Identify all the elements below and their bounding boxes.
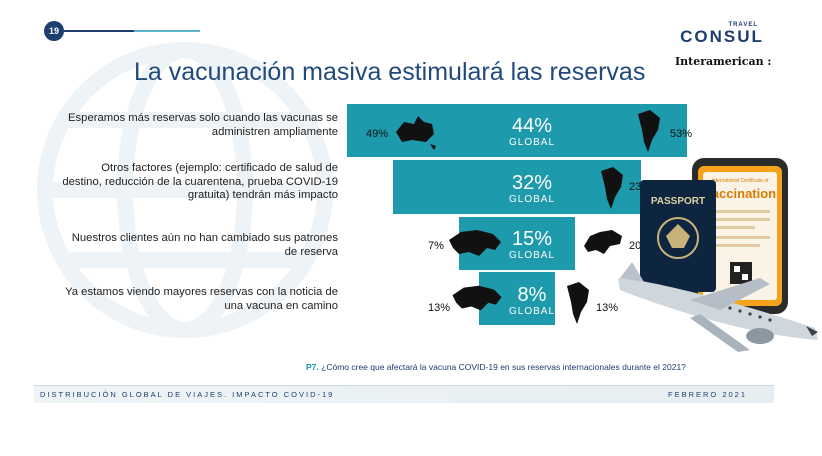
europe-icon xyxy=(584,230,622,254)
question-text: ¿Cómo cree que afectará la vacuna COVID-… xyxy=(321,362,686,372)
asia-icon xyxy=(449,230,501,256)
survey-question: P7. ¿Cómo cree que afectará la vacuna CO… xyxy=(306,362,686,372)
value-text: 15% xyxy=(511,228,553,250)
south-america-icon xyxy=(567,282,589,324)
value-text: 8% xyxy=(517,284,547,306)
global-text: GLOBAL xyxy=(508,306,556,317)
value-label-3: 15% GLOBAL xyxy=(487,228,577,261)
value-label-1: 44% GLOBAL xyxy=(487,115,577,148)
global-text: GLOBAL xyxy=(508,194,556,205)
travel-illustration: International Certificate of Vaccination… xyxy=(618,158,818,352)
global-text: GLOBAL xyxy=(508,137,556,148)
certificate-title-text: Vaccination xyxy=(704,186,776,201)
globe-watermark xyxy=(37,42,333,338)
region-value-1-left: 49% xyxy=(366,128,389,140)
value-label-4: 8% GLOBAL xyxy=(487,284,577,317)
oceania-icon xyxy=(396,116,436,150)
logo-small-text: TRAVEL xyxy=(728,22,758,28)
south-america-icon xyxy=(601,167,623,209)
value-label-2: 32% GLOBAL xyxy=(487,172,577,205)
region-value-3-left: 7% xyxy=(428,240,444,252)
value-text: 44% xyxy=(511,115,553,137)
header-rule-accent xyxy=(134,30,200,32)
category-label-1: Esperamos más reservas solo cuando las v… xyxy=(68,112,338,138)
certificate-small-text: International Certificate of xyxy=(712,178,770,184)
interamerican-logo: Interamerican : xyxy=(675,55,772,68)
header-rule xyxy=(64,30,134,32)
region-value-4-right: 13% xyxy=(596,302,619,314)
travel-consul-logo: TRAVEL CONSUL xyxy=(676,22,768,46)
category-label-2: Otros factores (ejemplo: certificado de … xyxy=(62,162,338,201)
question-code: P7. xyxy=(306,362,319,372)
region-value-1-right: 53% xyxy=(670,128,693,140)
category-label-4: Ya estamos viendo mayores reservas con l… xyxy=(65,286,338,312)
passport-label: PASSPORT xyxy=(651,196,705,207)
logo-main-text: CONSUL xyxy=(680,27,764,46)
bar-32 xyxy=(393,160,641,214)
page-number: 19 xyxy=(44,21,64,41)
value-text: 32% xyxy=(511,172,553,194)
category-label-3: Nuestros clientes aún no han cambiado su… xyxy=(71,232,338,258)
footer-left-text: DISTRIBUCIÓN GLOBAL DE VIAJES. IMPACTO C… xyxy=(40,390,335,399)
global-text: GLOBAL xyxy=(508,250,556,261)
page-title: La vacunación masiva estimulará las rese… xyxy=(134,58,646,86)
footer-right-text: FEBRERO 2021 xyxy=(668,390,748,399)
asia-icon xyxy=(452,285,502,311)
south-america-icon xyxy=(638,110,660,152)
region-value-4-left: 13% xyxy=(428,302,451,314)
interamerican-text: Interamerican xyxy=(675,55,764,68)
footer-bar xyxy=(34,385,774,403)
